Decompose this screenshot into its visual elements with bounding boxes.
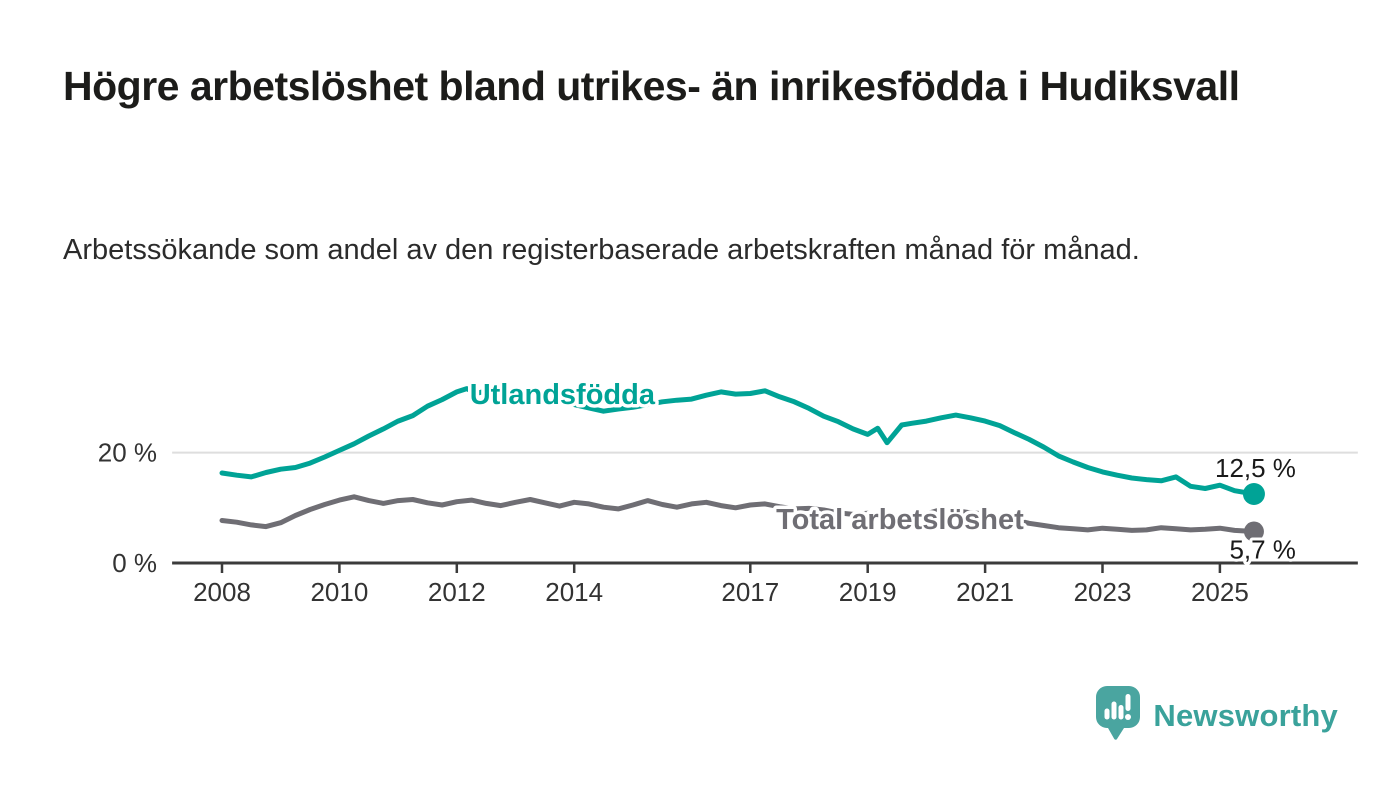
x-tick-label: 2019 [839,577,897,607]
series-label-total: Total arbetslöshet [776,504,1024,536]
series-end-value-label: 5,7 % [1229,535,1296,565]
x-tick-label: 2017 [721,577,779,607]
chart-subtitle: Arbetssökande som andel av den registerb… [63,234,1140,266]
newsworthy-logo: Newsworthy [1095,686,1338,745]
x-tick-label: 2014 [545,577,603,607]
x-tick-label: 2023 [1074,577,1132,607]
series-label-utlandsfodda: Utlandsfödda [470,379,656,411]
x-tick-label: 2012 [428,577,486,607]
x-tick-label: 2021 [956,577,1014,607]
series-end-value-label: 12,5 % [1215,453,1296,483]
y-tick-label: 0 % [112,548,157,578]
y-tick-label: 20 % [98,438,157,468]
series-line-total [219,494,1257,534]
logo-text: Newsworthy [1153,697,1338,733]
series-end-dot [1242,483,1265,505]
page-title: Högre arbetslöshet bland utrikes- än inr… [63,63,1240,109]
series-line-utlandsfodda [219,386,1257,497]
series-end-dot [1243,521,1264,542]
x-tick-label: 2008 [193,577,251,607]
x-tick-label: 2010 [310,577,368,607]
x-tick-label: 2025 [1191,577,1249,607]
bar-chart-speech-bubble-icon [1095,686,1141,745]
